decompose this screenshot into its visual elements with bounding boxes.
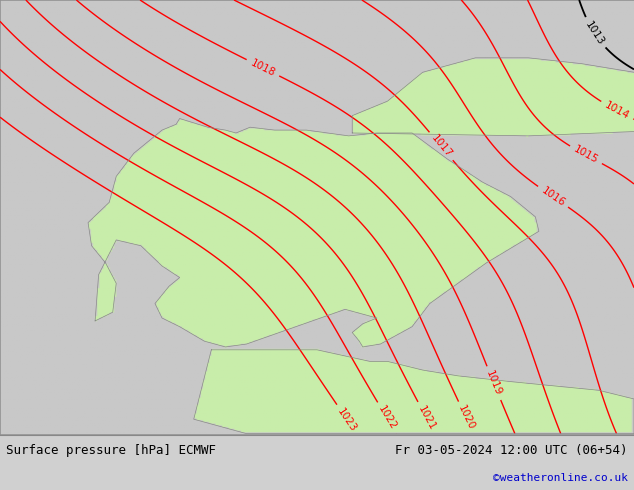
- Text: 1015: 1015: [572, 144, 600, 166]
- Text: 1018: 1018: [249, 57, 277, 78]
- Text: 1021: 1021: [416, 404, 437, 432]
- Text: 1016: 1016: [540, 185, 567, 208]
- Text: 1020: 1020: [456, 404, 477, 432]
- Text: 1019: 1019: [484, 369, 503, 397]
- Text: 1014: 1014: [603, 100, 631, 121]
- Text: Surface pressure [hPa] ECMWF: Surface pressure [hPa] ECMWF: [6, 444, 216, 457]
- Text: 1017: 1017: [429, 133, 453, 160]
- Text: 1013: 1013: [583, 19, 605, 47]
- Text: ©weatheronline.co.uk: ©weatheronline.co.uk: [493, 473, 628, 483]
- Text: 1023: 1023: [335, 406, 359, 434]
- Text: 1022: 1022: [376, 404, 398, 432]
- Text: Fr 03-05-2024 12:00 UTC (06+54): Fr 03-05-2024 12:00 UTC (06+54): [395, 444, 628, 457]
